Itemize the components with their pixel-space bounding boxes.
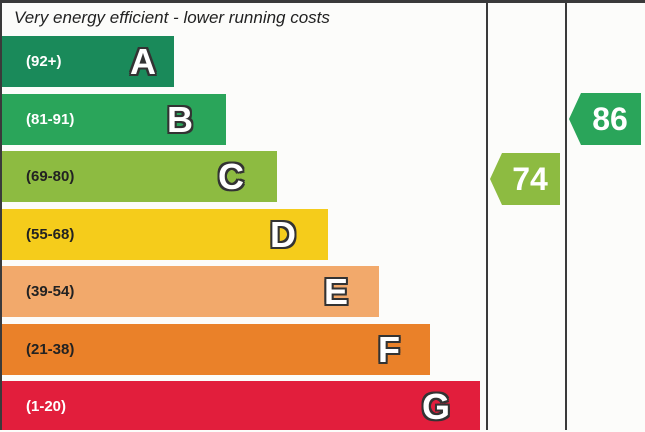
band-a-bar: (92+) A	[2, 36, 174, 87]
band-b-range: (81-91)	[26, 111, 75, 128]
potential-rating-value: 86	[592, 101, 628, 137]
current-rating-value: 74	[512, 161, 548, 197]
band-e-bar: (39-54) E	[2, 266, 379, 317]
band-d-bar: (55-68) D	[2, 209, 328, 260]
band-d-letter: D	[270, 214, 296, 255]
band-f-range: (21-38)	[26, 341, 75, 358]
band-f-letter: F	[378, 329, 400, 370]
band-g-letter: G	[422, 386, 451, 427]
band-c-bar: (69-80) C	[2, 151, 277, 202]
band-f-bar: (21-38) F	[2, 324, 430, 375]
frame-top-border	[0, 0, 645, 3]
band-b-letter: B	[167, 99, 193, 140]
potential-rating-badge: 86	[569, 93, 641, 145]
band-a-letter: A	[130, 41, 156, 82]
band-a-range: (92+)	[26, 53, 62, 70]
band-e-letter: E	[324, 271, 349, 312]
current-column-divider	[486, 0, 488, 430]
frame-left-border	[0, 0, 2, 430]
band-d-range: (55-68)	[26, 226, 75, 243]
band-e-range: (39-54)	[26, 283, 75, 300]
potential-column-divider	[565, 0, 567, 430]
band-c-letter: C	[218, 156, 244, 197]
band-g-bar: (1-20) G	[2, 381, 480, 430]
current-rating-badge: 74	[490, 153, 560, 205]
band-c-range: (69-80)	[26, 168, 75, 185]
band-g-range: (1-20)	[26, 398, 67, 415]
chart-heading: Very energy efficient - lower running co…	[14, 8, 330, 27]
band-b-bar: (81-91) B	[2, 94, 226, 145]
